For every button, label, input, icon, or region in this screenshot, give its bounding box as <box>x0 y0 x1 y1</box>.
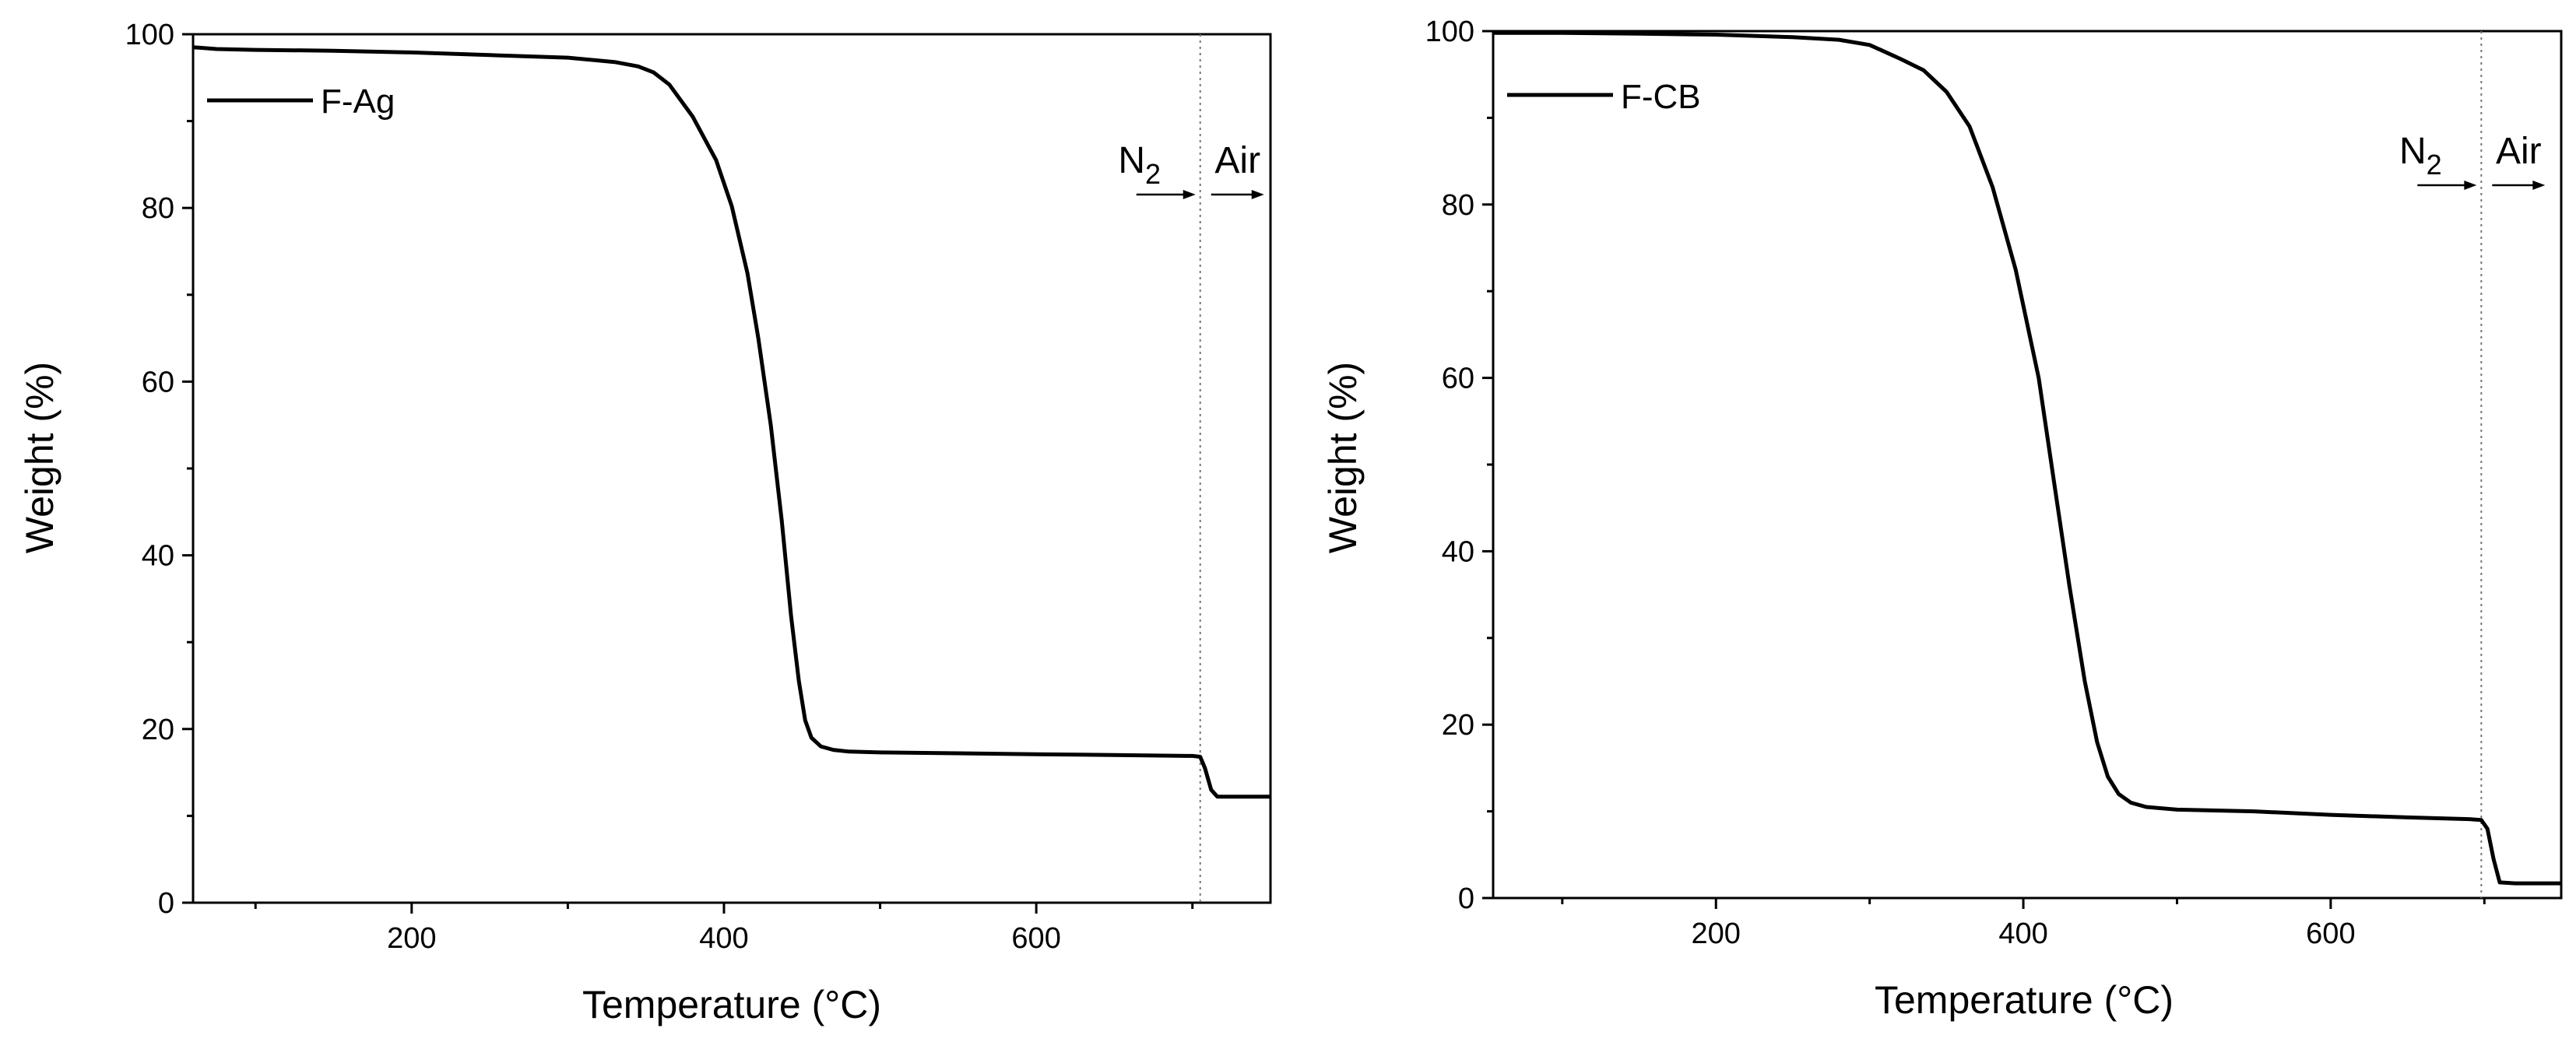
air-arrowhead <box>1251 190 1264 199</box>
series-line-f-ag <box>192 45 1270 799</box>
x-tick-label: 400 <box>1998 917 2047 950</box>
x-tick-label: 200 <box>387 922 436 955</box>
series-line-f-cb <box>1493 30 2561 886</box>
n2-arrowhead <box>2464 181 2477 190</box>
y-axis-title: Weight (%) <box>1321 362 1365 553</box>
y-tick-label: 0 <box>1458 882 1474 915</box>
x-tick-label: 200 <box>1692 917 1741 950</box>
y-tick-label: 0 <box>158 887 174 920</box>
x-axis-title: Temperature (°C) <box>582 983 881 1026</box>
y-tick-label: 40 <box>1442 535 1474 568</box>
air-label: Air <box>2496 131 2542 172</box>
n2-label: N2 <box>2399 131 2442 181</box>
y-tick-label: 100 <box>125 19 174 51</box>
chart-f-cb: 0 20 40 60 80 100 200 400 600 Temperature (°C) Wei… <box>1321 16 2563 1022</box>
y-tick-label: 60 <box>1442 363 1474 395</box>
x-tick-label: 400 <box>699 922 748 955</box>
air-label: Air <box>1214 140 1260 181</box>
air-arrowhead <box>2532 181 2546 190</box>
y-tick-label: 80 <box>1442 189 1474 222</box>
y-tick-label: 60 <box>142 366 174 398</box>
y-tick-label: 40 <box>142 540 174 573</box>
chart-f-ag: 0 20 40 60 80 100 200 400 600 Temperature (°C) Wei… <box>18 19 1272 1026</box>
legend-label: F-Ag <box>321 82 395 121</box>
y-tick-label: 80 <box>142 192 174 225</box>
n2-label: N2 <box>1118 140 1161 190</box>
plot-frame <box>192 33 1272 904</box>
legend-label: F-CB <box>1621 78 1701 116</box>
x-tick-label: 600 <box>1011 922 1060 955</box>
y-tick-label: 20 <box>1442 709 1474 742</box>
x-axis-title: Temperature (°C) <box>1875 978 2174 1022</box>
x-tick-label: 600 <box>2306 917 2355 950</box>
y-axis-title: Weight (%) <box>18 362 62 553</box>
n2-arrowhead <box>1183 190 1196 199</box>
y-tick-label: 20 <box>142 714 174 746</box>
y-tick-label: 100 <box>1425 16 1474 48</box>
